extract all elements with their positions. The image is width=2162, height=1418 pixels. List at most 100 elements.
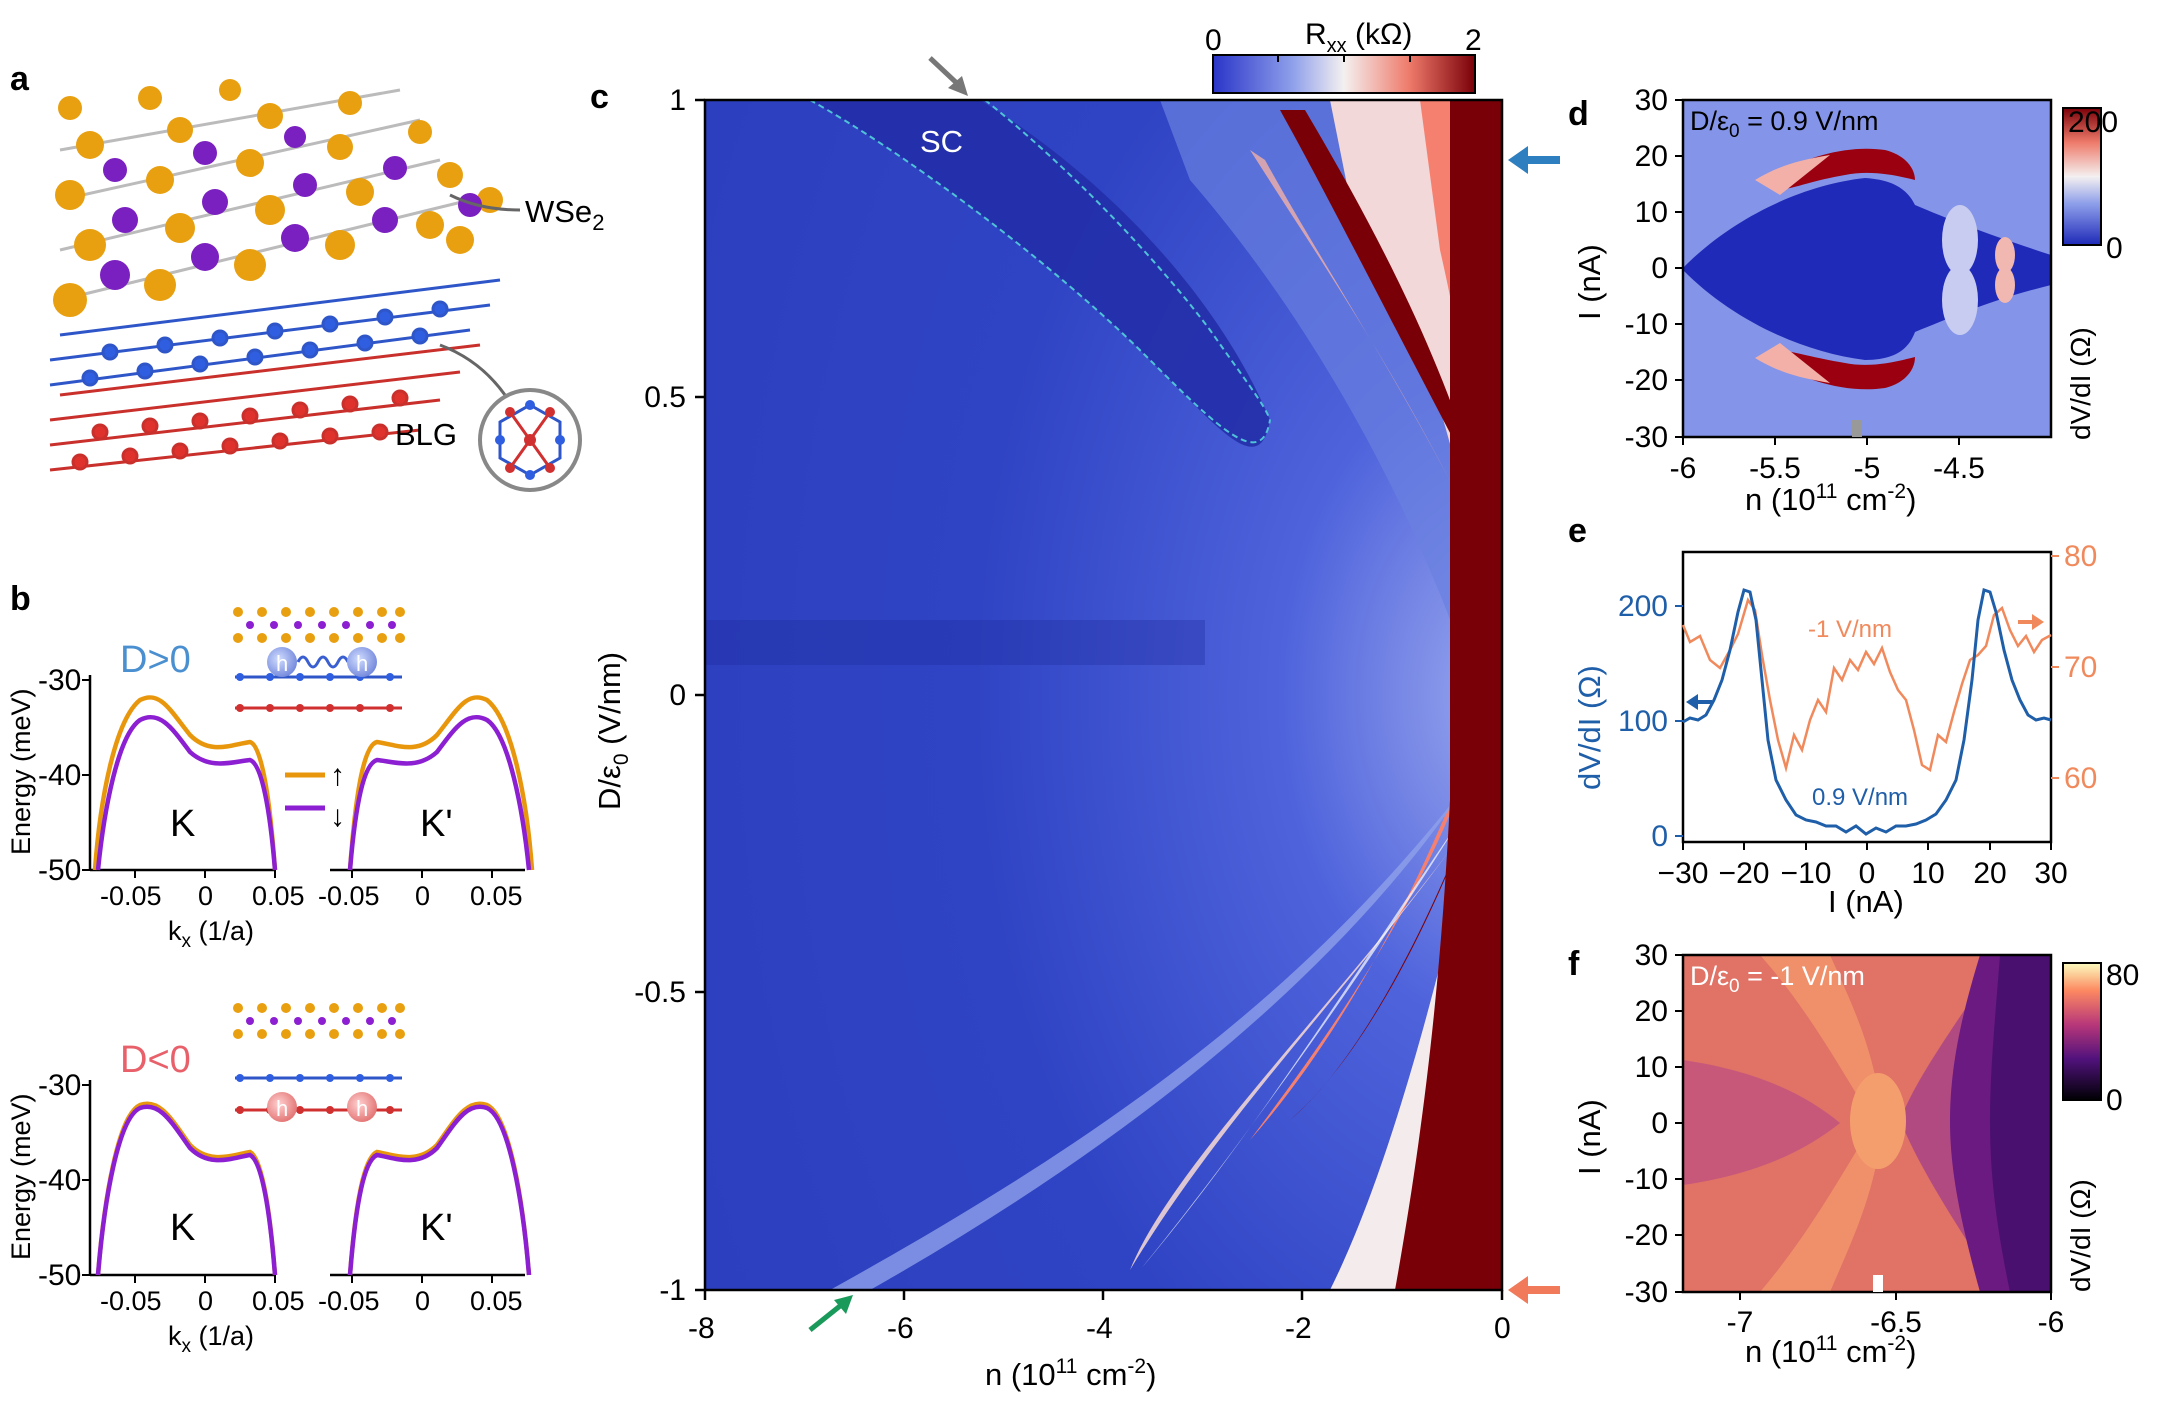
label-wse2: WSe2: [525, 194, 604, 235]
xlabel-k: kx (1/a): [168, 1321, 254, 1357]
colorbar-max: 200: [2068, 106, 2118, 139]
ytick: 20: [1635, 140, 1668, 173]
xlabel-c: n (1011 cm-2): [985, 1355, 1156, 1392]
valley-kprime: K': [420, 803, 453, 845]
svg-text:h: h: [356, 1096, 368, 1121]
band-spin-down: [95, 1104, 278, 1276]
xtick: -5: [1854, 452, 1881, 485]
ytick-left: 0: [1651, 820, 1668, 853]
panel-a: a: [10, 60, 604, 492]
xtick: 30: [2034, 857, 2067, 890]
ytick: -40: [38, 759, 81, 792]
hole-icon: [267, 647, 297, 677]
xtick: -4.5: [1933, 452, 1985, 485]
xtick: 0: [1859, 857, 1876, 890]
xtick: 0: [198, 881, 213, 911]
ytick: -20: [1625, 364, 1668, 397]
arrow-blue-head: [1508, 146, 1528, 174]
ytick: -1: [659, 1274, 686, 1307]
xtick: -7: [1727, 1306, 1754, 1339]
ytick: -50: [38, 854, 81, 887]
ytick: -10: [1625, 1163, 1668, 1196]
label-sc: SC: [920, 124, 963, 159]
marker-f: [1873, 1275, 1883, 1292]
ylabel-d: I (nA): [1572, 244, 1607, 320]
svg-text:h: h: [276, 1096, 288, 1121]
valley-k: K: [170, 1207, 195, 1249]
ytick: -30: [38, 1069, 81, 1102]
svg-text:h: h: [356, 651, 368, 676]
xtick: -8: [688, 1312, 715, 1345]
colorbar-min: 0: [2106, 232, 2123, 265]
ytick-left: 200: [1618, 590, 1668, 623]
ytick: -50: [38, 1259, 81, 1292]
ytick: 10: [1635, 1051, 1668, 1084]
band-top: D>0 h h: [6, 607, 535, 952]
panel-letter-e: e: [1568, 512, 1587, 550]
heatmap-d: [1683, 100, 2051, 437]
ytick-right: 60: [2064, 762, 2097, 795]
band-spin-up: [92, 695, 278, 871]
hole-icon: [347, 1092, 377, 1122]
lattice-illustration: [49, 79, 582, 492]
ylabel-c: D/ε0 (V/nm): [592, 652, 633, 810]
inset-d: D/ε0 = 0.9 V/nm: [1690, 106, 1878, 142]
xtick: 0: [198, 1286, 213, 1316]
xlabel-e: I (nA): [1828, 884, 1904, 919]
svg-text:h: h: [276, 651, 288, 676]
band-spin-down: [347, 714, 532, 871]
xtick: -0.05: [318, 881, 380, 911]
ytick: 30: [1635, 939, 1668, 972]
ytick-right: 80: [2064, 540, 2097, 573]
ytick: 0: [1651, 1107, 1668, 1140]
xtick: 0.05: [470, 881, 523, 911]
title-d-negative: D<0: [120, 1039, 191, 1081]
band-spin-down: [347, 1104, 532, 1276]
xtick: 0.05: [252, 1286, 305, 1316]
colorbar-max: 2: [1465, 24, 1482, 57]
heatmap-f: [1683, 955, 2051, 1292]
valley-k: K: [170, 803, 195, 845]
xtick: -6: [2038, 1306, 2065, 1339]
layer-stack-icon-bottom: h h: [233, 1003, 405, 1122]
xtick: 10: [1911, 857, 1944, 890]
ytick: -40: [38, 1164, 81, 1197]
sc-boundary: [984, 100, 1271, 421]
layer-stack-icon-top: h h: [233, 607, 405, 712]
xlabel-d: n (1011 cm-2): [1745, 480, 1916, 517]
colorbar-label: dV/dI (Ω): [2065, 327, 2096, 440]
title-d-positive: D>0: [120, 639, 191, 681]
xtick: -5.5: [1749, 452, 1801, 485]
xtick: −20: [1719, 857, 1770, 890]
panel-d: d D/ε0 = 0.9 V/nm 200 0 dV/dI (Ω): [1568, 84, 2123, 517]
xtick: -0.05: [318, 1286, 380, 1316]
panel-letter-f: f: [1568, 945, 1580, 983]
ytick: 10: [1635, 196, 1668, 229]
ytick: 0: [1651, 252, 1668, 285]
panel-letter-b: b: [10, 580, 31, 618]
band-bottom: D<0 h h -30 -: [6, 1003, 532, 1357]
colorbar-label: dV/dI (Ω): [2065, 1179, 2096, 1292]
xtick: 0.05: [470, 1286, 523, 1316]
ytick: -0.5: [634, 976, 686, 1009]
colorbar-label: Rxx (kΩ): [1305, 18, 1412, 57]
ytick: 20: [1635, 995, 1668, 1028]
xtick: -0.05: [100, 881, 162, 911]
arrow-orange-head: [1508, 1276, 1528, 1304]
xtick: 0: [415, 1286, 430, 1316]
marker-d: [1852, 420, 1862, 437]
panel-b: b D>0 h h: [6, 580, 535, 1357]
colorbar-f: [2062, 962, 2102, 1101]
colorbar-min: 0: [1205, 24, 1222, 57]
xtick: -6: [887, 1312, 914, 1345]
ytick: 0: [669, 679, 686, 712]
colorbar-min: 0: [2106, 1084, 2123, 1117]
ytick: -30: [1625, 421, 1668, 454]
xlabel-f: n (1011 cm-2): [1745, 1332, 1916, 1369]
xtick: 0.05: [252, 881, 305, 911]
series-label-orange: -1 V/nm: [1808, 616, 1892, 643]
panel-e: e -1 V/nm 0.9 V/nm 200 100 0 80 70 60 −3…: [1568, 512, 2097, 919]
hole-icon: [267, 1092, 297, 1122]
trace-0p9: [1682, 588, 2052, 836]
